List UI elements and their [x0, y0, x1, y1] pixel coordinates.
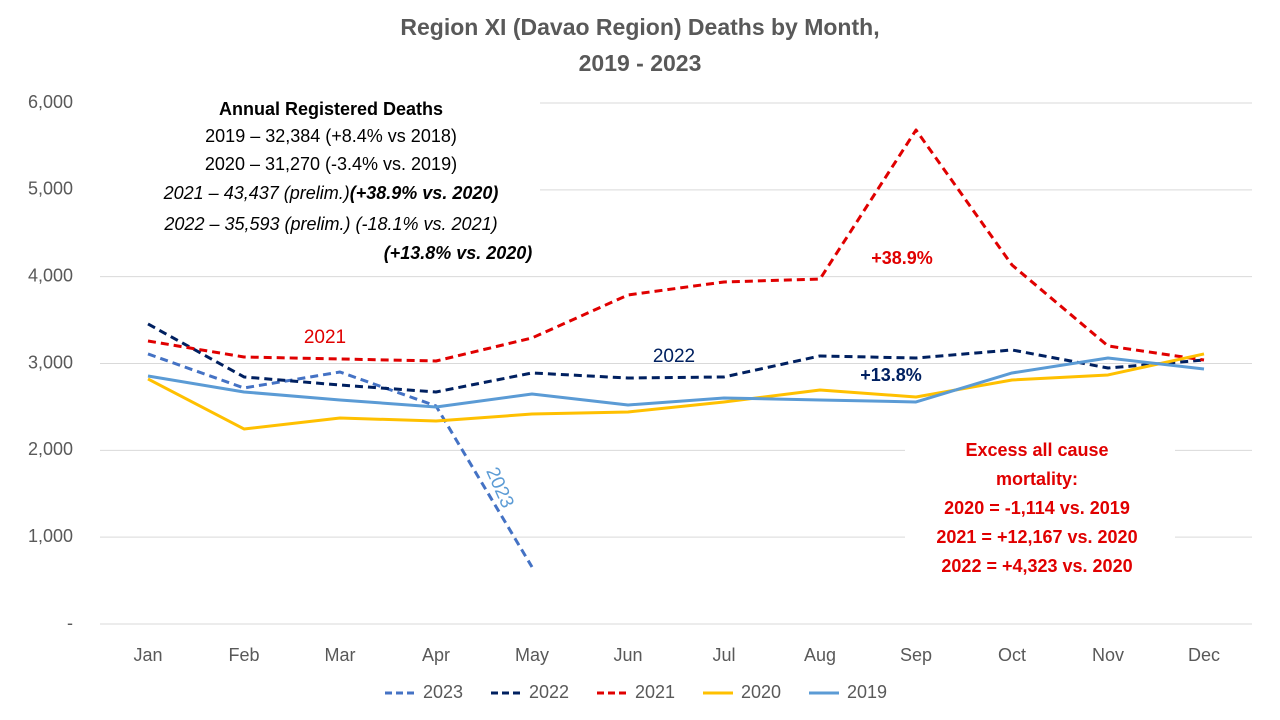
y-tick-label: 5,000 — [28, 179, 73, 199]
y-tick-label: 3,000 — [28, 352, 73, 372]
plot — [147, 128, 1205, 568]
series-label: +38.9% — [871, 248, 933, 268]
legend-label: 2023 — [423, 682, 463, 702]
y-tick-label: 6,000 — [28, 92, 73, 112]
x-tick-label: Apr — [422, 645, 450, 665]
annotation: Annual Registered Deaths — [219, 99, 443, 119]
series-label: 2023 — [481, 464, 517, 511]
annotation-background — [100, 96, 540, 274]
y-tick-label: - — [67, 613, 73, 633]
annotation: 2022 – 35,593 (prelim.) (-18.1% vs. 2021… — [163, 214, 497, 234]
chart-subtitle: 2019 - 2023 — [579, 50, 702, 76]
x-tick-label: Aug — [804, 645, 836, 665]
series-line — [147, 352, 534, 568]
annotation-part: 2021 – 43,437 (prelim.) — [163, 183, 350, 203]
y-tick-label: 2,000 — [28, 439, 73, 459]
x-tick-label: May — [515, 645, 549, 665]
annotation: (+13.8% vs. 2020) — [384, 243, 533, 263]
series-label: 2021 — [304, 327, 346, 348]
annotation: 2022 = +4,323 vs. 2020 — [941, 556, 1132, 576]
annotation: Excess all cause — [965, 440, 1108, 460]
annotation-background — [905, 436, 1175, 584]
y-tick-label: 1,000 — [28, 526, 73, 546]
annotation: 2020 – 31,270 (-3.4% vs. 2019) — [205, 154, 457, 174]
legend-label: 2020 — [741, 682, 781, 702]
series-line — [147, 322, 1205, 394]
annotation-part: (+38.9% vs. 2020) — [350, 183, 499, 203]
y-tick-label: 4,000 — [28, 265, 73, 285]
annotation: 2019 – 32,384 (+8.4% vs 2018) — [205, 126, 457, 146]
x-tick-label: Mar — [325, 645, 356, 665]
x-tick-label: Dec — [1188, 645, 1220, 665]
annotation: mortality: — [996, 469, 1078, 489]
series-label: 2022 — [653, 346, 695, 367]
legend-label: 2019 — [847, 682, 887, 702]
x-tick-label: Jan — [133, 645, 162, 665]
legend-label: 2022 — [529, 682, 569, 702]
annotation: 2020 = -1,114 vs. 2019 — [944, 498, 1130, 518]
series-label: +13.8% — [860, 365, 922, 385]
x-tick-label: Jul — [712, 645, 735, 665]
x-tick-label: Sep — [900, 645, 932, 665]
annotation: 2021 – 43,437 (prelim.)(+38.9% vs. 2020) — [163, 183, 499, 203]
annotation: 2021 = +12,167 vs. 2020 — [936, 527, 1137, 547]
x-tick-label: Oct — [998, 645, 1026, 665]
series-line — [147, 356, 1205, 409]
series-line — [147, 352, 1205, 431]
x-tick-label: Feb — [228, 645, 259, 665]
x-tick-label: Nov — [1092, 645, 1124, 665]
chart-title: Region XI (Davao Region) Deaths by Month… — [400, 14, 879, 40]
x-tick-label: Jun — [613, 645, 642, 665]
legend-label: 2021 — [635, 682, 675, 702]
